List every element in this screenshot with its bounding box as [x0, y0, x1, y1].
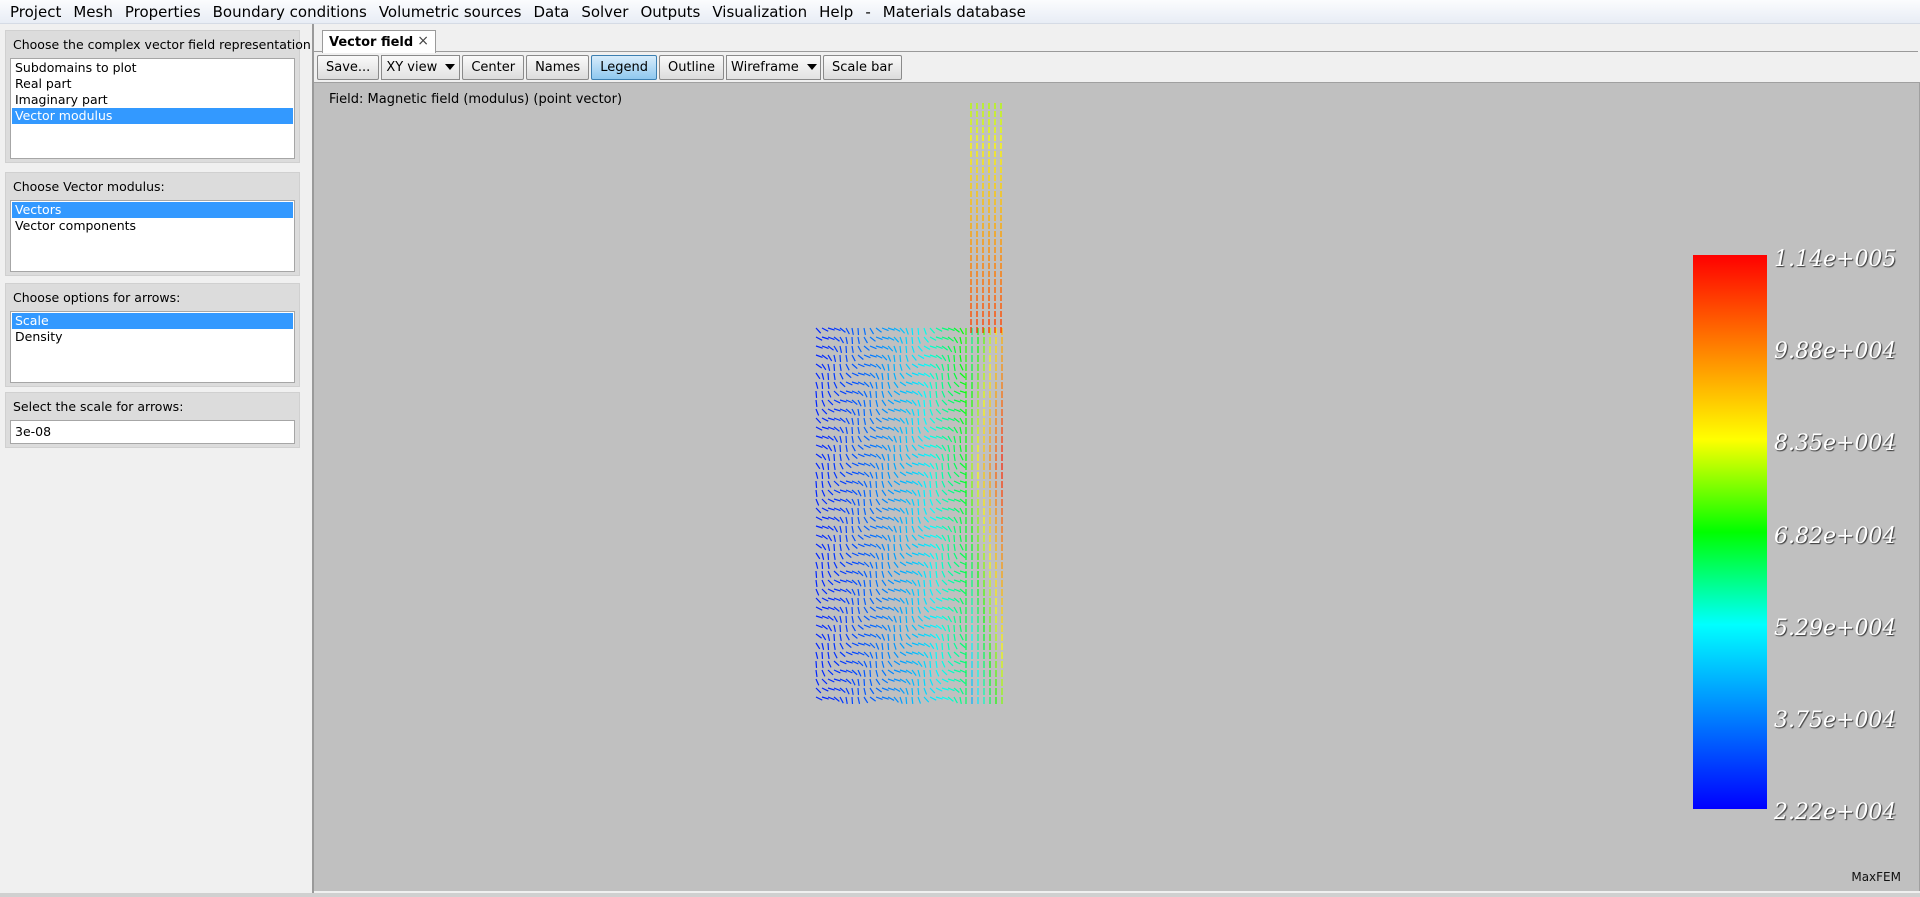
tab-strip: Vector field × [314, 28, 1918, 53]
save-button[interactable]: Save... [317, 54, 380, 80]
close-icon[interactable]: × [417, 33, 429, 49]
view-select-value: XY view [386, 59, 438, 75]
field-label: Field: Magnetic field (modulus) (point v… [329, 92, 623, 107]
modulus-list[interactable]: Vectors Vector components [10, 200, 295, 272]
representation-list[interactable]: Subdomains to plot Real part Imaginary p… [10, 58, 295, 159]
list-item[interactable]: Vector components [15, 218, 137, 233]
menu-volumetric-sources[interactable]: Volumetric sources [378, 2, 522, 21]
scale-group: Select the scale for arrows: 3e-08 [5, 392, 300, 448]
wireframe-select[interactable]: Wireframe [726, 54, 822, 80]
menu-outputs[interactable]: Outputs [640, 2, 701, 21]
legend-label: 5.29e+004 [1774, 616, 1897, 641]
list-item[interactable]: Density [15, 329, 63, 344]
vector-field-viewport[interactable]: Field: Magnetic field (modulus) (point v… [314, 82, 1920, 891]
menu-help[interactable]: Help [819, 2, 854, 21]
field-arrows [815, 103, 1003, 705]
list-item-selected[interactable]: Vectors [12, 202, 293, 218]
tab-vector-field[interactable]: Vector field × [322, 30, 436, 53]
outline-button[interactable]: Outline [658, 54, 725, 80]
legend-label: 8.35e+004 [1774, 431, 1897, 456]
names-button[interactable]: Names [526, 54, 590, 80]
legend-label: 2.22e+004 [1774, 800, 1897, 825]
tab-label: Vector field [329, 34, 414, 50]
menu-materials-database[interactable]: Materials database [882, 2, 1026, 21]
menu-mesh[interactable]: Mesh [73, 2, 113, 21]
legend-label: 6.82e+004 [1774, 524, 1897, 549]
list-item[interactable]: Subdomains to plot [15, 60, 137, 75]
visualization-area: Vector field × Save... XY view Center Na… [312, 24, 1920, 897]
scale-bar-button[interactable]: Scale bar [823, 54, 902, 80]
legend-label: 1.14e+005 [1774, 247, 1897, 272]
menu-visualization[interactable]: Visualization [712, 2, 808, 21]
representation-title: Choose the complex vector field represen… [13, 37, 316, 52]
arrows-list[interactable]: Scale Density [10, 311, 295, 383]
legend-label: 3.75e+004 [1774, 708, 1897, 733]
app-watermark: MaxFEM [1851, 870, 1901, 884]
wireframe-select-value: Wireframe [731, 59, 799, 75]
options-panel: Choose the complex vector field represen… [0, 24, 316, 897]
center-button[interactable]: Center [462, 54, 525, 80]
list-item-selected[interactable]: Scale [12, 313, 293, 329]
scale-input[interactable]: 3e-08 [10, 420, 295, 444]
menu-solver[interactable]: Solver [581, 2, 629, 21]
view-toolbar: Save... XY view Center Names Legend Outl… [314, 52, 1918, 82]
chevron-down-icon [445, 64, 456, 70]
menu-bar: Project Mesh Properties Boundary conditi… [0, 0, 1920, 24]
chevron-down-icon [806, 64, 817, 70]
modulus-group: Choose Vector modulus: Vectors Vector co… [5, 172, 300, 276]
menu-separator: - [865, 2, 871, 21]
list-item[interactable]: Imaginary part [15, 92, 108, 107]
representation-group: Choose the complex vector field represen… [5, 30, 316, 163]
arrows-title: Choose options for arrows: [13, 290, 181, 305]
menu-project[interactable]: Project [10, 2, 62, 21]
arrows-group: Choose options for arrows: Scale Density [5, 283, 300, 387]
vector-field-plot[interactable] [314, 83, 1920, 891]
menu-data[interactable]: Data [533, 2, 570, 21]
view-select[interactable]: XY view [381, 54, 461, 80]
menu-boundary-conditions[interactable]: Boundary conditions [212, 2, 367, 21]
list-item-selected[interactable]: Vector modulus [12, 108, 293, 124]
status-strip [0, 893, 1920, 897]
modulus-title: Choose Vector modulus: [13, 179, 165, 194]
list-item[interactable]: Real part [15, 76, 72, 91]
scale-title: Select the scale for arrows: [13, 399, 184, 414]
color-legend-bar [1693, 255, 1767, 809]
legend-label: 9.88e+004 [1774, 339, 1897, 364]
legend-button[interactable]: Legend [591, 54, 657, 80]
menu-properties[interactable]: Properties [124, 2, 201, 21]
